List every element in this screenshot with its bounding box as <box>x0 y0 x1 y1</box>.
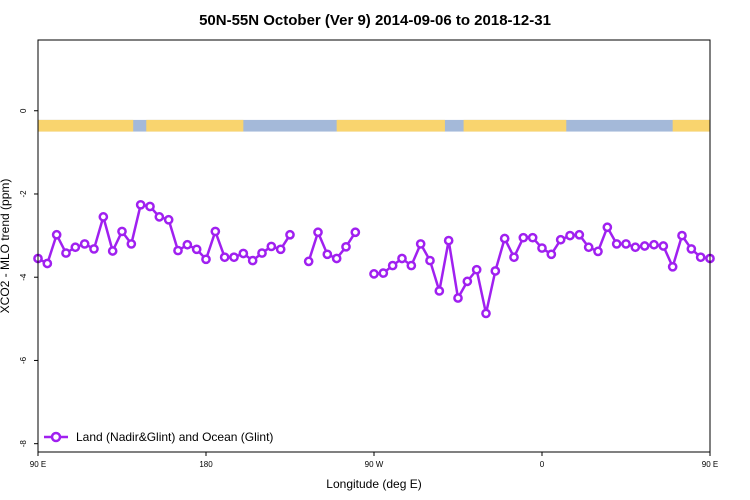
land-band <box>463 119 567 132</box>
x-tick-label: 90 E <box>702 460 718 469</box>
data-point <box>406 260 417 271</box>
data-point <box>191 244 202 255</box>
y-axis-label: XCO2 - MLO trend (ppm) <box>0 179 12 314</box>
land-band <box>146 119 244 132</box>
x-tick-label: 90 W <box>365 460 384 469</box>
data-point <box>677 230 687 241</box>
series-line <box>373 226 711 315</box>
series-line <box>37 203 292 265</box>
data-point <box>145 201 155 212</box>
legend: Land (Nadir&Glint) and Ocean (Glint) <box>44 430 273 444</box>
data-point <box>98 212 109 222</box>
data-point <box>173 245 183 256</box>
data-point <box>182 239 193 250</box>
data-point <box>415 239 426 249</box>
data-point <box>201 254 211 265</box>
axes: 90 E 180 90 W 0 90 E 0 -2 -4 -6 -8 <box>19 108 718 469</box>
data-point <box>453 293 463 303</box>
data-point <box>70 242 81 253</box>
data-point <box>667 261 678 272</box>
data-point <box>42 258 53 269</box>
data-point <box>695 252 706 263</box>
data-point <box>639 241 650 251</box>
data-point <box>229 252 239 263</box>
data-point <box>481 308 491 319</box>
data-point <box>238 248 249 259</box>
data-point <box>331 253 342 264</box>
data-point <box>471 264 482 275</box>
data-point <box>135 199 146 210</box>
data-point <box>425 255 435 266</box>
data-point <box>369 269 379 279</box>
data-point <box>89 244 99 254</box>
data-point <box>443 235 454 246</box>
data-point <box>583 242 594 253</box>
data-point <box>51 229 62 240</box>
data-point <box>658 241 669 251</box>
x-tick-label: 180 <box>199 460 213 469</box>
data-point <box>387 260 398 271</box>
data-point <box>257 248 267 258</box>
data-point <box>565 230 575 241</box>
legend-label: Land (Nadir&Glint) and Ocean (Glint) <box>76 430 273 444</box>
data-point <box>126 239 137 249</box>
data-point <box>397 253 407 264</box>
data-point <box>574 229 585 240</box>
x-axis-label: Longitude (deg E) <box>326 477 421 491</box>
land-band <box>38 119 134 132</box>
legend-marker-swatch <box>50 431 62 443</box>
data-point <box>518 232 529 243</box>
data-point <box>313 227 323 238</box>
data-point <box>154 212 165 222</box>
data-point <box>79 239 90 249</box>
x-tick-label: 90 E <box>30 460 46 469</box>
data-point <box>611 239 622 249</box>
data-point <box>210 226 221 237</box>
data-point <box>275 244 286 255</box>
x-tick-label: 0 <box>540 460 545 469</box>
data-point <box>462 276 473 287</box>
y-tick-label: -6 <box>19 356 28 364</box>
data-point <box>303 256 314 267</box>
y-tick-label: -4 <box>19 273 28 281</box>
data-point <box>621 239 631 249</box>
data-point <box>163 214 174 225</box>
land-band <box>336 119 445 132</box>
data-point <box>630 242 641 253</box>
data-point <box>434 286 445 296</box>
data-point <box>341 241 351 252</box>
data-point <box>219 252 230 263</box>
data-point <box>490 266 501 276</box>
land-ocean-strip <box>38 119 710 132</box>
y-tick-label: -8 <box>19 440 28 448</box>
data-point <box>266 241 277 252</box>
data-point <box>555 234 566 245</box>
data-point <box>527 232 538 243</box>
data-point <box>322 249 333 260</box>
data-point <box>247 255 258 266</box>
data-point <box>686 244 697 254</box>
plot-frame <box>37 39 711 453</box>
data-point <box>593 246 603 257</box>
data-point <box>509 252 519 263</box>
series-layer <box>33 199 715 319</box>
data-point <box>378 268 389 278</box>
land-band <box>672 119 710 132</box>
y-tick-label: 0 <box>19 108 28 113</box>
data-point <box>61 248 71 258</box>
data-point <box>107 246 118 256</box>
data-point <box>285 229 295 240</box>
chart-title: 50N-55N October (Ver 9) 2014-09-06 to 20… <box>199 12 551 29</box>
data-point <box>117 226 127 237</box>
data-point <box>537 243 547 253</box>
data-point <box>350 227 361 238</box>
data-point <box>499 233 510 244</box>
data-point <box>602 222 613 233</box>
y-tick-label: -2 <box>19 190 28 198</box>
data-point <box>649 239 659 250</box>
data-point <box>546 249 557 260</box>
